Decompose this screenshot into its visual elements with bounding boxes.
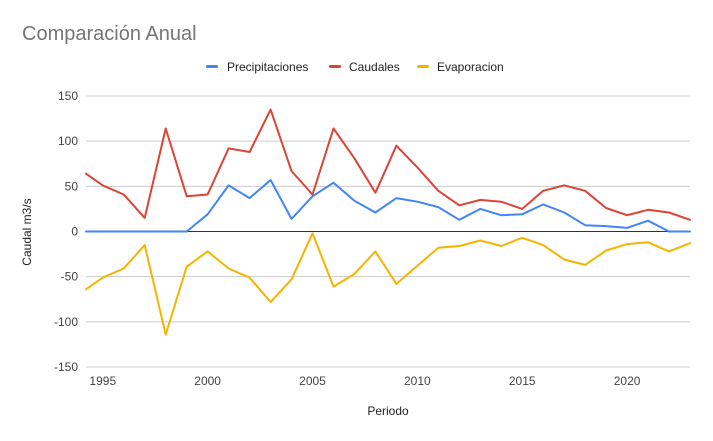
- x-tick-label: 2015: [509, 374, 536, 388]
- y-tick-label: 100: [58, 134, 78, 148]
- legend-label-precipitaciones: Precipitaciones: [227, 60, 308, 74]
- x-tick-label: 2020: [614, 374, 641, 388]
- legend-swatch-precipitaciones: [206, 65, 218, 68]
- y-tick-label: 150: [58, 89, 78, 103]
- legend-item-caudales[interactable]: Caudales: [329, 60, 400, 74]
- x-tick-label: 2010: [404, 374, 431, 388]
- y-tick-label: 50: [65, 179, 79, 193]
- x-tick-label: 1995: [89, 374, 116, 388]
- x-tick-label: 2005: [299, 374, 326, 388]
- series-line-evaporacion[interactable]: [85, 232, 691, 336]
- x-axis-label: Periodo: [367, 404, 409, 418]
- legend-swatch-caudales: [329, 65, 341, 68]
- legend-item-evaporacion[interactable]: Evaporacion: [417, 60, 504, 74]
- series-lines: [85, 108, 691, 336]
- y-tick-label: -150: [54, 360, 78, 374]
- x-tick-label: 2000: [194, 374, 221, 388]
- series-line-caudales[interactable]: [85, 108, 691, 221]
- chart-title: Comparación Anual: [22, 23, 197, 45]
- x-axis-ticks: 1995 2000 2005 2010 2015 2020: [89, 374, 640, 388]
- y-axis-ticks: 150 100 50 0 -50 -100 -150: [54, 89, 78, 374]
- legend-swatch-evaporacion: [417, 65, 429, 68]
- legend-label-caudales: Caudales: [349, 60, 400, 74]
- legend: Precipitaciones Caudales Evaporacion: [206, 60, 504, 74]
- y-tick-label: -50: [61, 270, 79, 284]
- legend-label-evaporacion: Evaporacion: [437, 60, 504, 74]
- y-tick-label: -100: [54, 315, 78, 329]
- legend-item-precipitaciones[interactable]: Precipitaciones: [206, 60, 308, 74]
- series-line-precipitaciones[interactable]: [85, 179, 691, 233]
- y-tick-label: 0: [71, 225, 78, 239]
- y-axis-label: Caudal m3/s: [20, 198, 34, 265]
